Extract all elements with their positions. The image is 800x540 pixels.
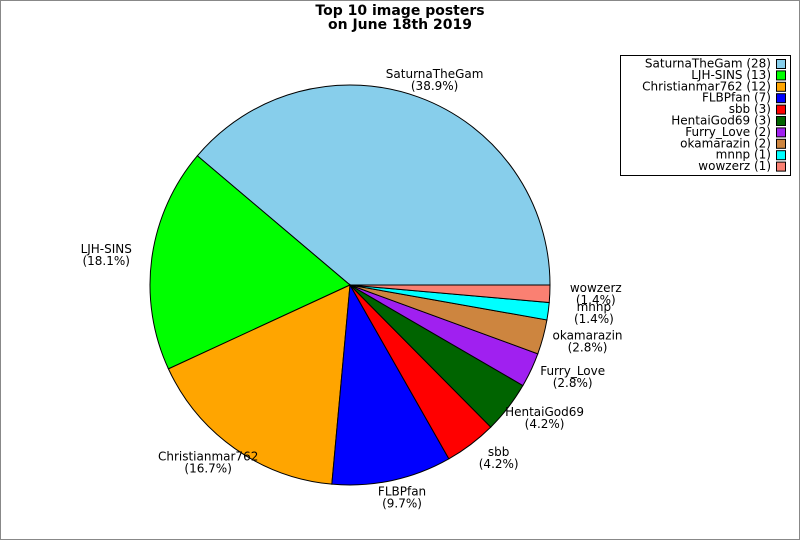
slice-label: wowzerz <box>570 281 622 295</box>
slice-value-label: (9.7%) <box>382 497 422 511</box>
slice-label: mnnp <box>577 300 612 314</box>
legend-swatch <box>776 59 786 69</box>
legend-label: Christianmar762 (12) <box>642 79 771 93</box>
legend-label: okamarazin (2) <box>680 136 771 150</box>
pie-slice <box>196 84 551 286</box>
legend-swatch <box>776 93 786 104</box>
slice-value-label: (2.8%) <box>553 376 593 390</box>
slice-label: LJH-SINS <box>81 242 132 256</box>
slice-value-label: (4.2%) <box>479 457 519 471</box>
slice-label: HentaiGod69 <box>505 405 584 419</box>
slice-label: okamarazin <box>553 328 623 342</box>
legend-box <box>620 55 791 176</box>
slice-value-label: (18.1%) <box>82 254 129 268</box>
slice-value-label: (2.8%) <box>568 340 608 354</box>
legend-swatch <box>776 127 786 138</box>
slice-label: Furry_Love <box>540 364 605 378</box>
legend-label: FLBPfan (7) <box>702 91 771 105</box>
slice-value-label: (38.9%) <box>411 79 458 93</box>
legend-label: Furry_Love (2) <box>685 125 771 139</box>
slice-value-label: (1.4%) <box>574 312 614 326</box>
slice-value-label: (16.7%) <box>184 462 231 476</box>
legend-label: LJH-SINS (13) <box>691 68 771 82</box>
legend-label: wowzerz (1) <box>698 159 771 173</box>
chart-title: on June 18th 2019 <box>328 17 472 33</box>
legend-swatch <box>776 138 786 149</box>
legend-swatch <box>776 70 786 81</box>
slice-label: Christianmar762 <box>158 450 258 464</box>
chart-title: Top 10 image posters <box>315 3 484 19</box>
legend-swatch <box>776 116 786 126</box>
legend-swatch <box>776 150 786 161</box>
pie-slice <box>167 284 351 485</box>
pie-slice <box>149 155 351 370</box>
legend-swatch <box>776 161 786 172</box>
slice-label: sbb <box>488 445 510 459</box>
legend-label: sbb (3) <box>729 102 771 116</box>
pie-slice <box>349 284 551 304</box>
slice-label: FLBPfan <box>378 485 426 499</box>
legend-label: mnnp (1) <box>716 148 771 162</box>
pie-slice <box>331 283 450 486</box>
legend-swatch <box>776 104 786 115</box>
legend-label: SaturnaTheGam (28) <box>645 57 771 71</box>
legend-label: HentaiGod69 (3) <box>671 114 771 128</box>
slice-value-label: (4.2%) <box>525 417 565 431</box>
legend-swatch <box>776 81 786 92</box>
slice-value-label: (1.4%) <box>576 293 616 307</box>
slice-label: SaturnaTheGam <box>386 67 484 81</box>
